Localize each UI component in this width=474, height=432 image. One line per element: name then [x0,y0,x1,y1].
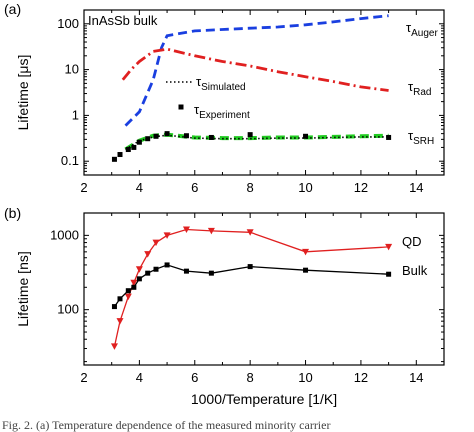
y-axis-title: Lifetime [μs] [15,55,31,131]
data-point-experiment [125,147,131,153]
data-point-experiment [303,133,309,139]
x-tick-label: 6 [191,370,198,385]
data-point-qd [116,318,124,325]
data-point-qd [302,248,310,256]
data-point-experiment [111,156,117,162]
data-point-bulk [183,268,189,274]
data-point-qd [182,226,190,233]
series-label-srh: τSRH [408,128,434,147]
x-tick-label: 10 [298,180,312,195]
data-point-bulk [386,271,392,277]
y-axis-title: Lifetime [ns] [15,251,31,326]
panel-a: 2 4 6 8 10 12 14 0.1 1 10 100 (a) Lifetime [μs] InAsS… [4,1,445,195]
series-line-auger [124,14,389,127]
chart-annotation-title: InAsSb bulk [88,13,158,28]
series-label-rad: τRad [408,79,432,98]
data-point-qd [124,293,132,301]
data-point-experiment [153,133,159,139]
data-point-bulk [247,264,253,270]
y-tick-label: 100 [57,16,79,31]
data-point-qd [144,251,152,258]
figure-caption: Fig. 2. (a) Temperature dependence of th… [2,418,331,432]
x-tick-label: 4 [136,180,143,195]
series-line-srh [124,132,389,152]
series-line-rad [121,47,389,92]
data-point-experiment [183,133,189,139]
data-point-bulk [117,296,123,302]
legend-sample-experiment [178,104,184,110]
data-point-qd [135,266,143,273]
data-point-qd [163,232,171,239]
x-tick-label: 8 [247,370,254,385]
y-tick-label: 10 [65,62,79,77]
series-label-auger: τAuger [406,20,438,39]
series-line-simulated [125,134,389,151]
x-axis-title: 1000/Temperature [1/K] [191,391,337,407]
data-point-qd [207,227,215,235]
data-point-qd [246,229,254,236]
panel-label: (a) [4,1,21,17]
x-tick-label: 6 [191,180,198,195]
series-label-qd: QD [402,234,422,249]
x-tick-label: 14 [409,370,423,385]
annotation-simulated: τSimulated [196,74,246,93]
x-tick-label: 2 [80,370,87,385]
x-tick-label: 2 [80,180,87,195]
data-point-bulk [208,270,214,276]
panel-b: 2 4 6 8 10 12 14 100 1000 (b) Lifetime [ns] 1000/Te… [4,205,445,407]
y-tick-label: 100 [57,302,79,317]
data-point-bulk [153,266,159,272]
panel-label: (b) [4,205,21,221]
data-point-experiment [208,134,214,140]
data-point-bulk [136,276,142,282]
data-point-qd [385,243,393,251]
data-point-bulk [164,262,170,268]
y-tick-label: 1000 [50,227,79,242]
data-point-qd [152,239,160,247]
plot-frame [83,9,445,176]
x-tick-label: 12 [354,370,368,385]
data-point-experiment [386,134,392,140]
data-point-bulk [125,288,131,294]
data-point-qd [130,279,138,287]
data-point-bulk [145,270,151,276]
data-point-bulk [111,304,117,310]
x-tick-label: 10 [298,370,312,385]
annotation-experiment: τExperiment [194,102,250,121]
data-point-experiment [131,144,137,150]
x-tick-label: 12 [354,180,368,195]
x-tick-label: 8 [247,180,254,195]
data-point-bulk [303,267,309,273]
data-point-experiment [136,139,142,145]
y-tick-label: 1 [72,107,79,122]
data-point-bulk [131,284,137,290]
data-point-experiment [117,152,123,158]
data-point-experiment [145,136,151,142]
x-tick-label: 14 [409,180,423,195]
data-point-qd [110,343,118,350]
series-label-bulk: Bulk [402,263,428,278]
series-line-qd [113,228,389,347]
y-tick-label: 0.1 [61,153,79,168]
data-point-experiment [164,131,170,137]
x-tick-label: 4 [136,370,143,385]
data-point-experiment [247,132,253,138]
plot-frame [83,212,445,366]
